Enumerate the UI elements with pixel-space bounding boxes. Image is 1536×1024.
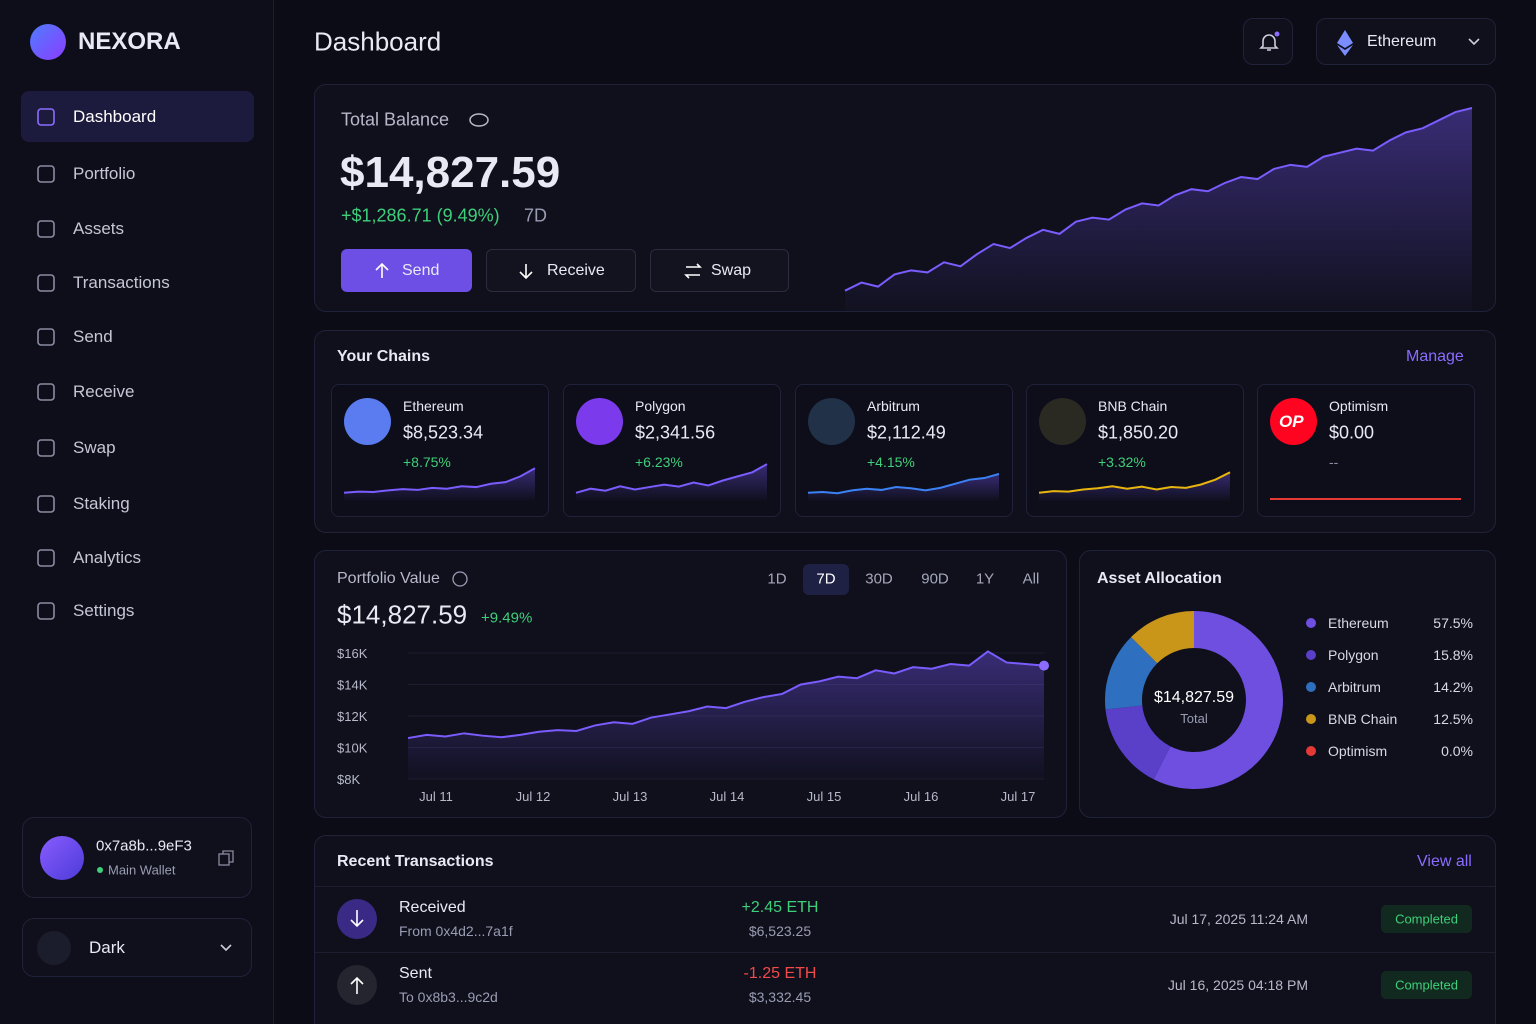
tx-type: Received <box>399 899 466 916</box>
chain-name: Polygon <box>635 398 686 414</box>
chain-name: Optimism <box>1329 398 1389 414</box>
range-button[interactable]: All <box>1022 570 1040 588</box>
tx-icon <box>337 899 377 939</box>
allocation-title: Asset Allocation <box>1097 570 1222 587</box>
action-label[interactable]: Receive <box>547 262 605 279</box>
wallet-card[interactable]: 0x7a8b...9eF3 Main Wallet <box>22 817 252 898</box>
nav-item[interactable]: Staking <box>73 494 130 513</box>
tx-row[interactable] <box>315 952 1495 1018</box>
chain-change: +4.15% <box>867 454 915 470</box>
view-all[interactable]: View all <box>1417 853 1472 870</box>
nav-item[interactable]: Receive <box>73 382 135 401</box>
network-name: Ethereum <box>1367 33 1437 50</box>
wallet-label: Main Wallet <box>108 862 176 878</box>
action-button[interactable] <box>341 249 472 292</box>
status-pill <box>1381 905 1472 933</box>
theme-name: Dark <box>89 938 125 957</box>
eth-icon <box>1337 30 1353 56</box>
logo <box>30 24 66 60</box>
chain-icon <box>576 398 623 445</box>
chart-value: $14,827.59 <box>337 599 468 630</box>
chain-icon <box>344 398 391 445</box>
range-button[interactable]: 1Y <box>975 570 995 588</box>
range-button[interactable]: 30D <box>865 570 893 588</box>
nav-item[interactable]: Dashboard <box>73 107 157 126</box>
section-title: Your Chains <box>337 348 431 365</box>
tx-title: Recent Transactions <box>337 853 494 870</box>
balance-label: Total Balance <box>341 109 450 130</box>
tx-date: Jul 17, 2025 11:24 AM <box>1169 911 1308 927</box>
action-label[interactable]: Send <box>402 262 440 279</box>
chain-change: +6.23% <box>635 454 683 470</box>
chain-change: -- <box>1329 454 1339 470</box>
action-button[interactable] <box>650 249 789 292</box>
portfolio-card <box>314 550 1067 818</box>
wallet-address: 0x7a8b...9eF3 <box>96 837 192 855</box>
brand: NEXORA <box>78 28 181 55</box>
transactions-card <box>314 835 1496 1024</box>
chain-value: $2,341.56 <box>635 422 716 443</box>
balance-change: +$1,286.71 (9.49%) <box>341 205 500 226</box>
tx-icon <box>337 965 377 1005</box>
nav-item[interactable]: Transactions <box>73 273 170 292</box>
wallet-avatar <box>40 836 84 880</box>
notifications[interactable] <box>1243 18 1293 65</box>
range-button[interactable]: 7D <box>816 570 836 588</box>
theme-select[interactable]: Dark <box>22 918 252 977</box>
action-label[interactable]: Swap <box>711 262 752 279</box>
chain-name: BNB Chain <box>1098 398 1168 414</box>
nav-item[interactable]: Portfolio <box>73 164 136 183</box>
action-button[interactable] <box>486 249 636 292</box>
allocation-card <box>1079 550 1496 818</box>
chain-icon <box>808 398 855 445</box>
bell-icon <box>1259 31 1280 51</box>
nav-item[interactable]: Assets <box>73 219 125 238</box>
status-pill <box>1381 971 1472 999</box>
tx-type: Sent <box>399 965 432 982</box>
tx-fiat: $6,523.25 <box>748 923 812 939</box>
chain-change: +3.32% <box>1098 454 1146 470</box>
chevron <box>1468 38 1480 46</box>
balance-amount: $14,827.59 <box>340 148 561 197</box>
tx-status: Completed <box>1395 911 1458 927</box>
balance-period: 7D <box>524 205 548 226</box>
nav-item[interactable]: Settings <box>73 601 135 620</box>
moon-icon <box>37 931 71 965</box>
nav-active[interactable] <box>21 91 254 142</box>
tx-date: Jul 16, 2025 04:18 PM <box>1167 977 1308 993</box>
chain-value: $1,850.20 <box>1098 422 1179 443</box>
chain-value: $0.00 <box>1329 422 1375 443</box>
tx-row[interactable] <box>315 886 1495 952</box>
chain-icon <box>1039 398 1086 445</box>
nav-item[interactable]: Swap <box>73 438 116 457</box>
range-button[interactable]: 90D <box>921 570 949 588</box>
manage-link[interactable]: Manage <box>1406 348 1464 365</box>
tx-status: Completed <box>1395 977 1458 993</box>
tx-counterparty: To 0x8b3...9c2d <box>399 989 498 1005</box>
chain-name: Arbitrum <box>867 398 920 414</box>
tx-counterparty: From 0x4d2...7a1f <box>399 923 513 939</box>
chain-icon <box>1270 398 1317 445</box>
network-select[interactable]: Ethereum <box>1316 18 1496 65</box>
page-title: Dashboard <box>314 26 442 57</box>
chain-value: $8,523.34 <box>403 422 484 443</box>
nav-item[interactable]: Analytics <box>73 548 142 567</box>
tx-fiat: $3,332.45 <box>748 989 812 1005</box>
chart-change: +9.49% <box>481 609 533 627</box>
chain-value: $2,112.49 <box>867 422 946 443</box>
tx-amount: -1.25 ETH <box>743 965 817 982</box>
chain-change: +8.75% <box>403 454 451 470</box>
chart-title: Portfolio Value <box>337 570 440 587</box>
chain-badge: OP <box>1279 412 1304 431</box>
chevron <box>220 944 232 952</box>
nav-item[interactable]: Send <box>73 327 113 346</box>
range-button[interactable]: 1D <box>767 570 787 588</box>
status-dot <box>97 867 103 873</box>
tx-amount: +2.45 ETH <box>741 899 819 916</box>
copy-icon[interactable] <box>218 850 234 866</box>
range-active <box>803 564 849 595</box>
chain-name: Ethereum <box>403 398 464 414</box>
